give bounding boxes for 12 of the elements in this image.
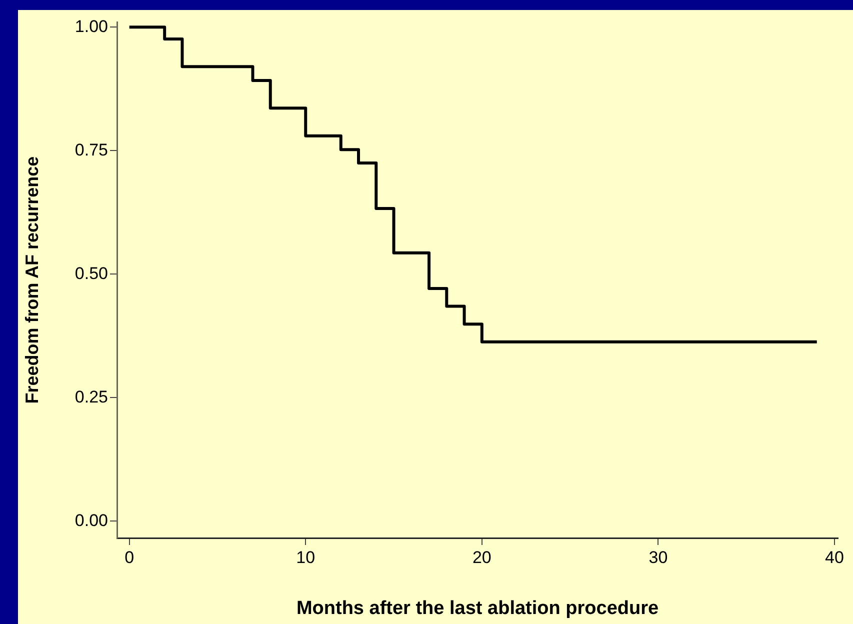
x-axis-title: Months after the last ablation procedure bbox=[296, 598, 659, 619]
y-tick-label: 0.50 bbox=[74, 264, 108, 283]
y-axis-title: Freedom from AF recurrence bbox=[22, 156, 42, 404]
y-tick-label: 1.00 bbox=[74, 16, 108, 36]
y-tick-label: 0.75 bbox=[74, 140, 108, 160]
y-tick-label: 0.00 bbox=[74, 510, 108, 530]
x-tick-label: 10 bbox=[296, 548, 316, 567]
x-tick-label: 30 bbox=[648, 548, 668, 567]
x-tick-label: 40 bbox=[825, 548, 844, 567]
x-tick-label: 0 bbox=[124, 548, 134, 567]
y-tick-label: 0.25 bbox=[74, 387, 108, 406]
x-tick-label: 20 bbox=[472, 548, 492, 567]
